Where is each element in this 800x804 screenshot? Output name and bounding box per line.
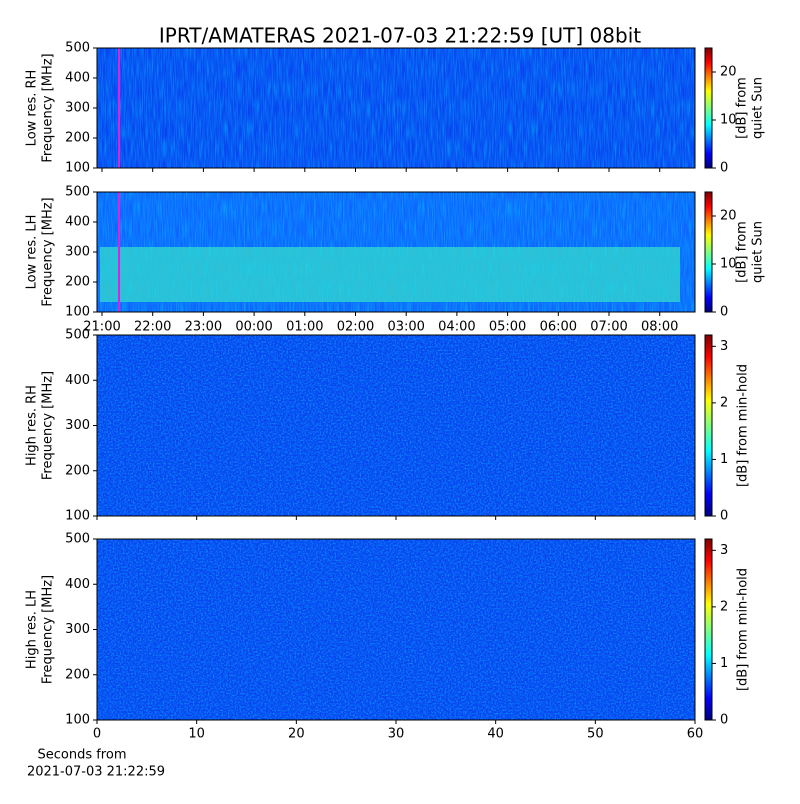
y-axis-label: High res. LH xyxy=(25,590,40,669)
y-tick-label: 100 xyxy=(65,305,90,320)
colorbar xyxy=(704,191,713,313)
y-tick-label: 300 xyxy=(65,622,90,637)
x-tick-label: 03:00 xyxy=(387,320,424,335)
colorbar-tick-label: 1 xyxy=(720,656,728,671)
y-tick-label: 200 xyxy=(65,667,90,682)
colorbar-tick-label: 1 xyxy=(720,452,728,467)
colorbar-tick-label: 2 xyxy=(720,395,728,410)
x-tick-label: 08:00 xyxy=(641,320,678,335)
colorbar xyxy=(704,538,713,721)
y-tick-label: 400 xyxy=(65,71,90,86)
x-tick-label: 00:00 xyxy=(235,320,272,335)
colorbar-tick-label: 20 xyxy=(720,209,737,224)
x-tick-label: 0 xyxy=(93,727,101,742)
colorbar-tick-label: 20 xyxy=(720,65,737,80)
colorbar xyxy=(704,334,713,517)
x-tick-label: 22:00 xyxy=(134,320,171,335)
y-tick-label: 500 xyxy=(65,41,90,56)
title: IPRT/AMATERAS 2021-07-03 21:22:59 [UT] 0… xyxy=(159,24,641,48)
x-tick-label: 02:00 xyxy=(337,320,374,335)
colorbar-tick-label: 10 xyxy=(720,113,737,128)
y-tick-label: 100 xyxy=(65,713,90,728)
colorbar-tick-label: 0 xyxy=(720,713,728,728)
colorbar-tick-label: 0 xyxy=(720,509,728,524)
x-tick-label: 06:00 xyxy=(540,320,577,335)
colorbar-label: [dB] from min-hold xyxy=(736,568,751,691)
x-tick-label: 01:00 xyxy=(286,320,323,335)
x-tick-label: 05:00 xyxy=(489,320,526,335)
x-tick-label: 07:00 xyxy=(590,320,627,335)
spectrogram-noise xyxy=(97,48,695,168)
x-tick-label: 23:00 xyxy=(185,320,222,335)
x-tick-label: 10 xyxy=(188,727,205,742)
y-tick-label: 200 xyxy=(65,275,90,290)
spectrogram-noise xyxy=(97,539,695,720)
colorbar-label: [dB] from xyxy=(735,77,750,139)
x-tick-label: 40 xyxy=(487,727,504,742)
y-axis-label: Frequency [MHz] xyxy=(41,575,56,684)
y-tick-label: 500 xyxy=(65,185,90,200)
y-tick-label: 400 xyxy=(65,215,90,230)
colorbar-tick-label: 0 xyxy=(720,305,728,320)
colorbar-tick-label: 0 xyxy=(720,161,728,176)
y-axis-label: Frequency [MHz] xyxy=(41,53,56,162)
colorbar-label: quiet Sun xyxy=(751,221,766,283)
y-tick-label: 400 xyxy=(65,577,90,592)
y-tick-label: 300 xyxy=(65,245,90,260)
y-tick-label: 300 xyxy=(65,418,90,433)
colorbar-label: [dB] from xyxy=(735,221,750,283)
colorbar-tick-label: 3 xyxy=(720,543,728,558)
y-tick-label: 100 xyxy=(65,509,90,524)
x-tick-label: 04:00 xyxy=(438,320,475,335)
colorbar-tick-label: 2 xyxy=(720,599,728,614)
y-tick-label: 300 xyxy=(65,101,90,116)
colorbar-tick-label: 10 xyxy=(720,257,737,272)
y-tick-label: 500 xyxy=(65,532,90,547)
x-tick-label: 50 xyxy=(587,727,604,742)
colorbar xyxy=(704,47,713,169)
y-tick-label: 200 xyxy=(65,463,90,478)
spectrogram-noise xyxy=(97,335,695,516)
colorbar-label: [dB] from min-hold xyxy=(736,364,751,487)
x-tick-label: 60 xyxy=(687,727,704,742)
colorbar-label: quiet Sun xyxy=(751,77,766,139)
x-tick-label: 21:00 xyxy=(83,320,120,335)
y-tick-label: 500 xyxy=(65,328,90,343)
colorbar-tick-label: 3 xyxy=(720,339,728,354)
y-tick-label: 400 xyxy=(65,373,90,388)
x-tick-label: 30 xyxy=(388,727,405,742)
y-axis-label: High res. RH xyxy=(25,385,40,466)
y-axis-label: Low res. RH xyxy=(25,70,40,147)
x-axis-label: 2021-07-03 21:22:59 xyxy=(27,765,165,780)
y-axis-label: Low res. LH xyxy=(25,215,40,290)
y-axis-label: Frequency [MHz] xyxy=(41,371,56,480)
y-tick-label: 100 xyxy=(65,161,90,176)
x-axis-label: Seconds from xyxy=(37,748,126,763)
spectrogram-noise xyxy=(97,192,695,312)
x-tick-label: 20 xyxy=(288,727,305,742)
y-axis-label: Frequency [MHz] xyxy=(41,197,56,306)
y-tick-label: 200 xyxy=(65,131,90,146)
